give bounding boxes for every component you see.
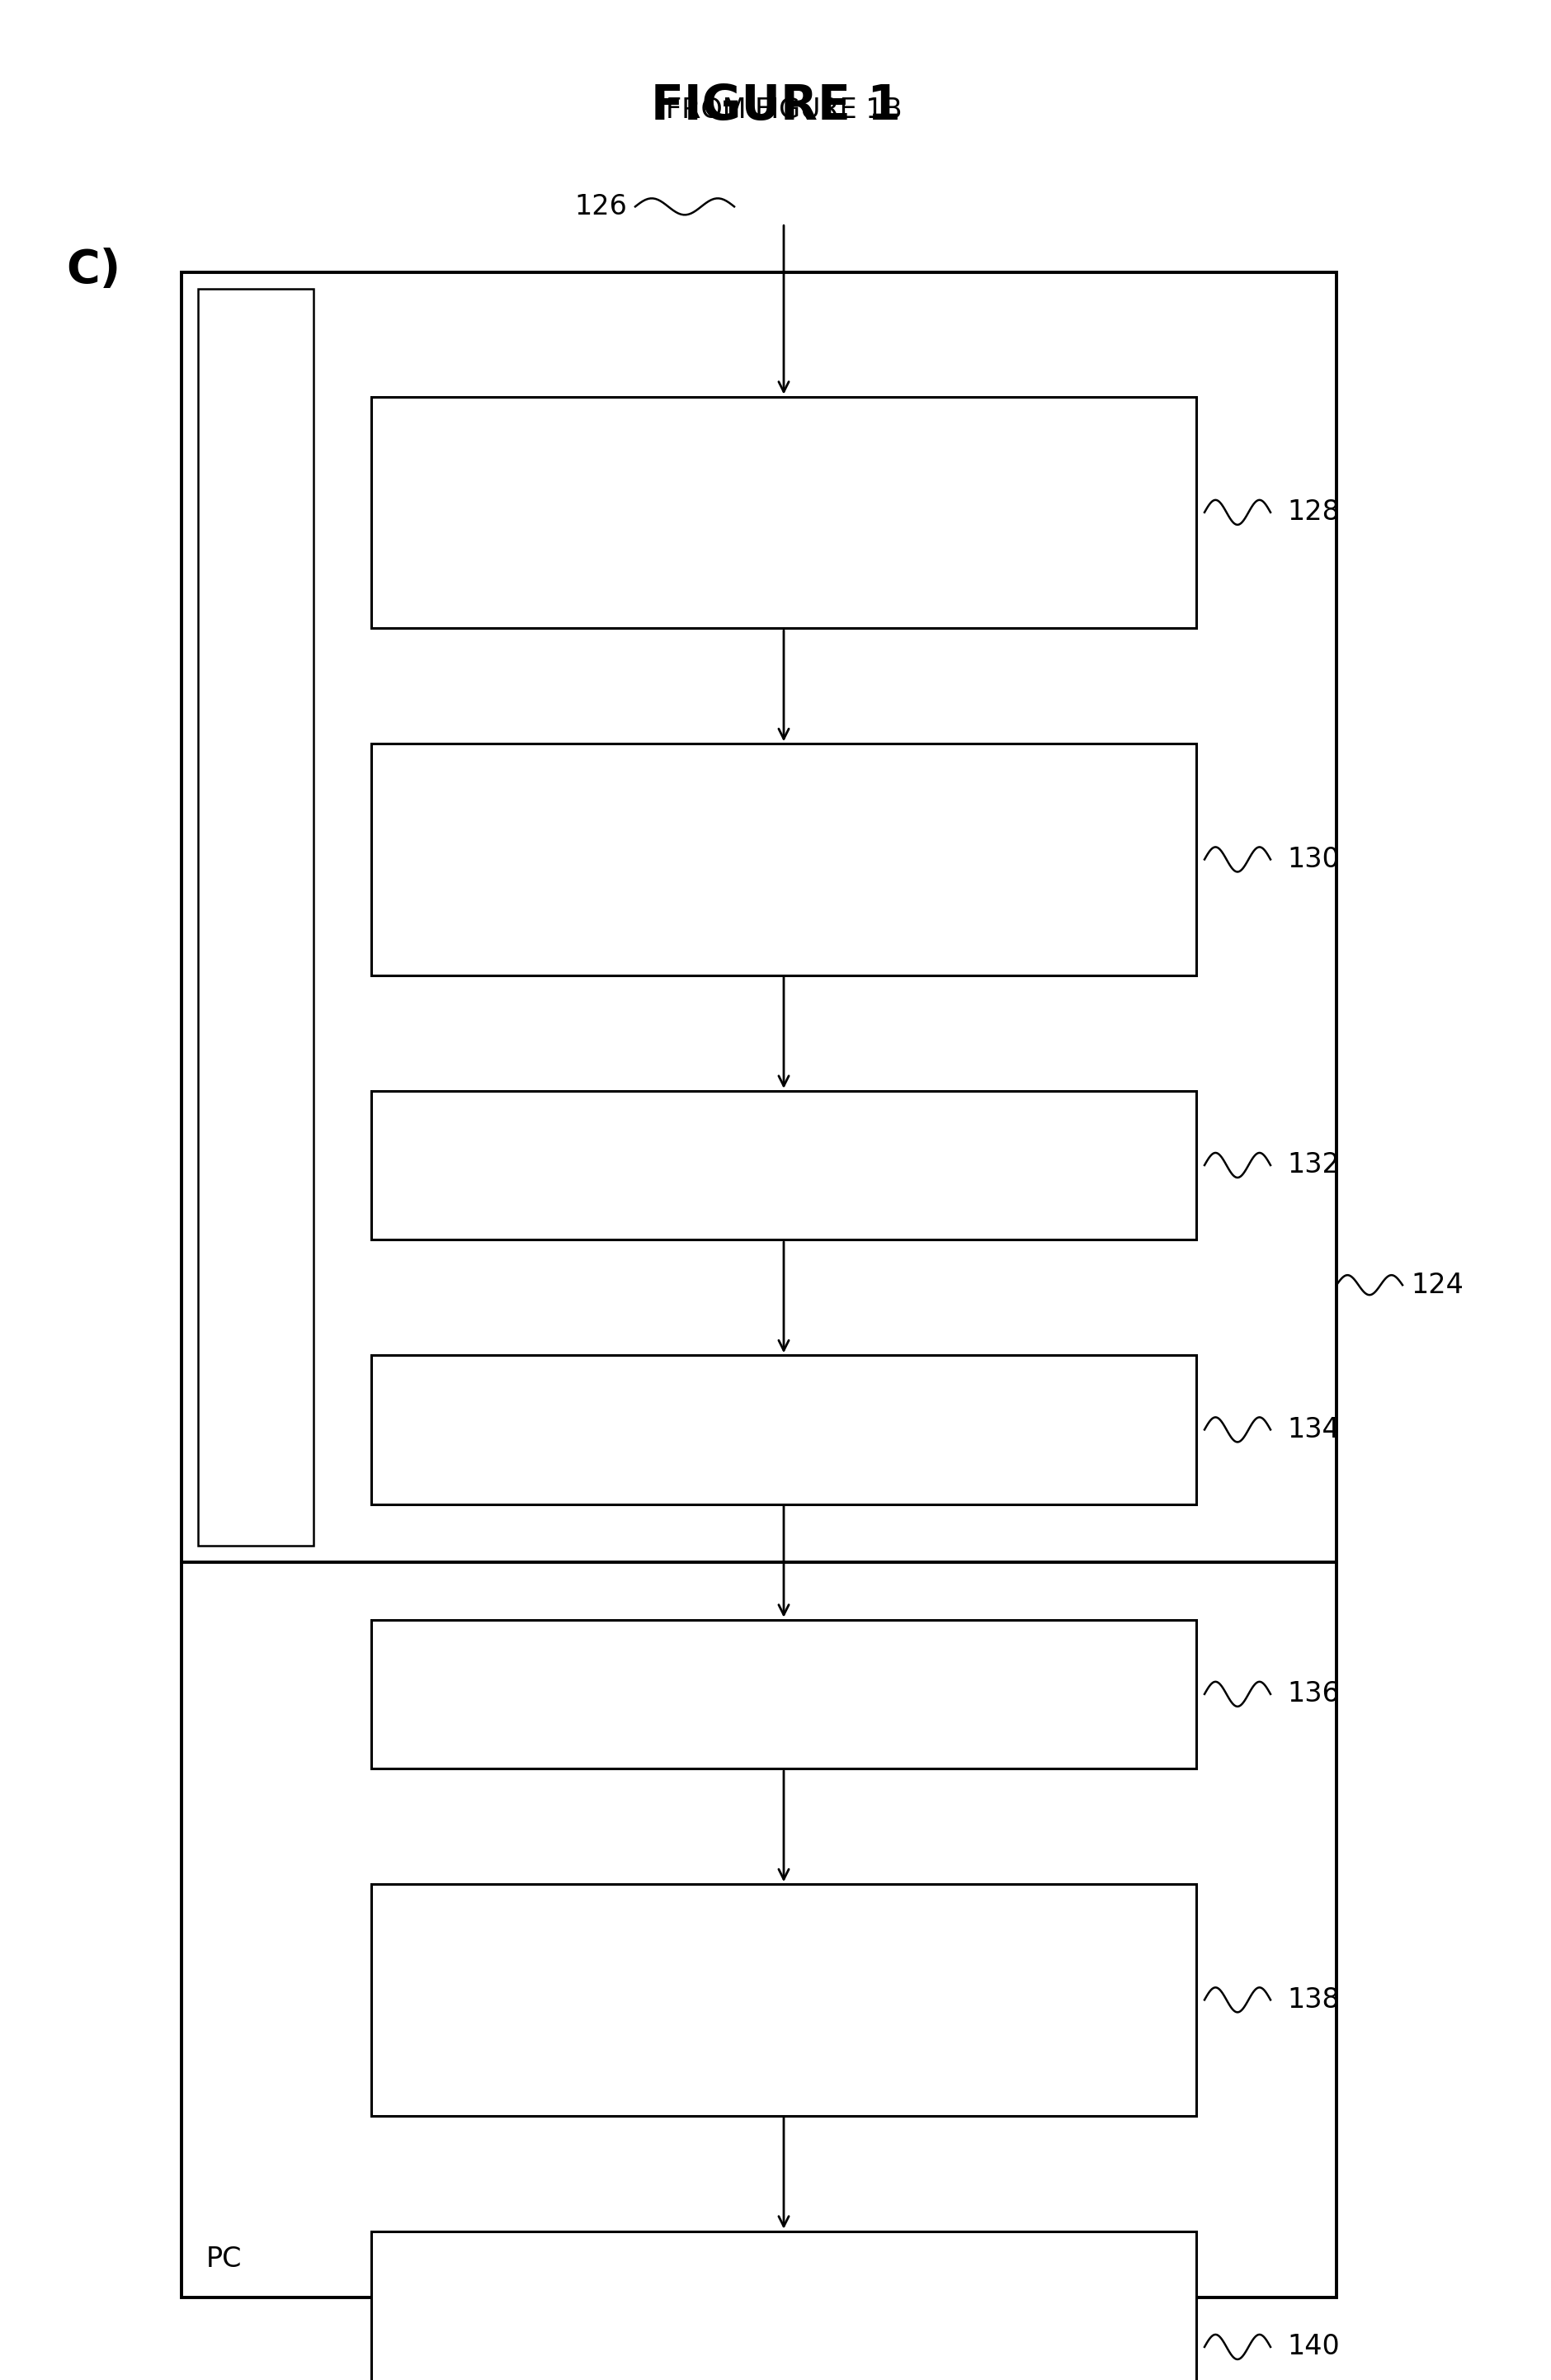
Text: C): C) <box>67 248 121 293</box>
Text: CELL SEPARATION: CELL SEPARATION <box>645 1416 923 1442</box>
Text: IMAGE PROCESSING: IMAGE PROCESSING <box>244 802 267 1033</box>
Text: CELL AREAS: CELL AREAS <box>690 1152 876 1178</box>
Text: 124: 124 <box>1411 1271 1464 1299</box>
Bar <box>371 397 1196 628</box>
Text: 126: 126 <box>574 193 627 221</box>
Text: 138: 138 <box>1287 1987 1340 2013</box>
Text: CALCULATION OF
CHARACTERISTICS: CALCULATION OF CHARACTERISTICS <box>641 1968 926 2030</box>
Bar <box>371 1621 1196 1768</box>
Text: FROM FIGURE 1B: FROM FIGURE 1B <box>665 98 903 124</box>
Text: PC: PC <box>206 2244 242 2273</box>
Text: 140: 140 <box>1287 2332 1340 2361</box>
Bar <box>371 1354 1196 1504</box>
Bar <box>371 1885 1196 2116</box>
Text: 128: 128 <box>1287 500 1340 526</box>
Bar <box>181 274 1337 2297</box>
Text: 134: 134 <box>1287 1416 1340 1442</box>
Bar <box>371 745 1196 976</box>
Text: 130: 130 <box>1287 845 1340 873</box>
Text: COLOR
NORMALIZATION: COLOR NORMALIZATION <box>655 481 914 543</box>
Bar <box>371 1090 1196 1240</box>
Text: 136: 136 <box>1287 1680 1340 1709</box>
Bar <box>199 290 313 1545</box>
Text: 132: 132 <box>1287 1152 1340 1178</box>
Text: CELL
CLASSIFICATION: CELL CLASSIFICATION <box>658 2316 910 2378</box>
Text: INDIVIDUAL CELL: INDIVIDUAL CELL <box>651 1680 917 1709</box>
Text: PIXEL-BLOCK
CLASSIFICATION: PIXEL-BLOCK CLASSIFICATION <box>658 828 910 890</box>
Bar <box>371 2232 1196 2380</box>
Text: FIGURE 1: FIGURE 1 <box>650 83 901 129</box>
